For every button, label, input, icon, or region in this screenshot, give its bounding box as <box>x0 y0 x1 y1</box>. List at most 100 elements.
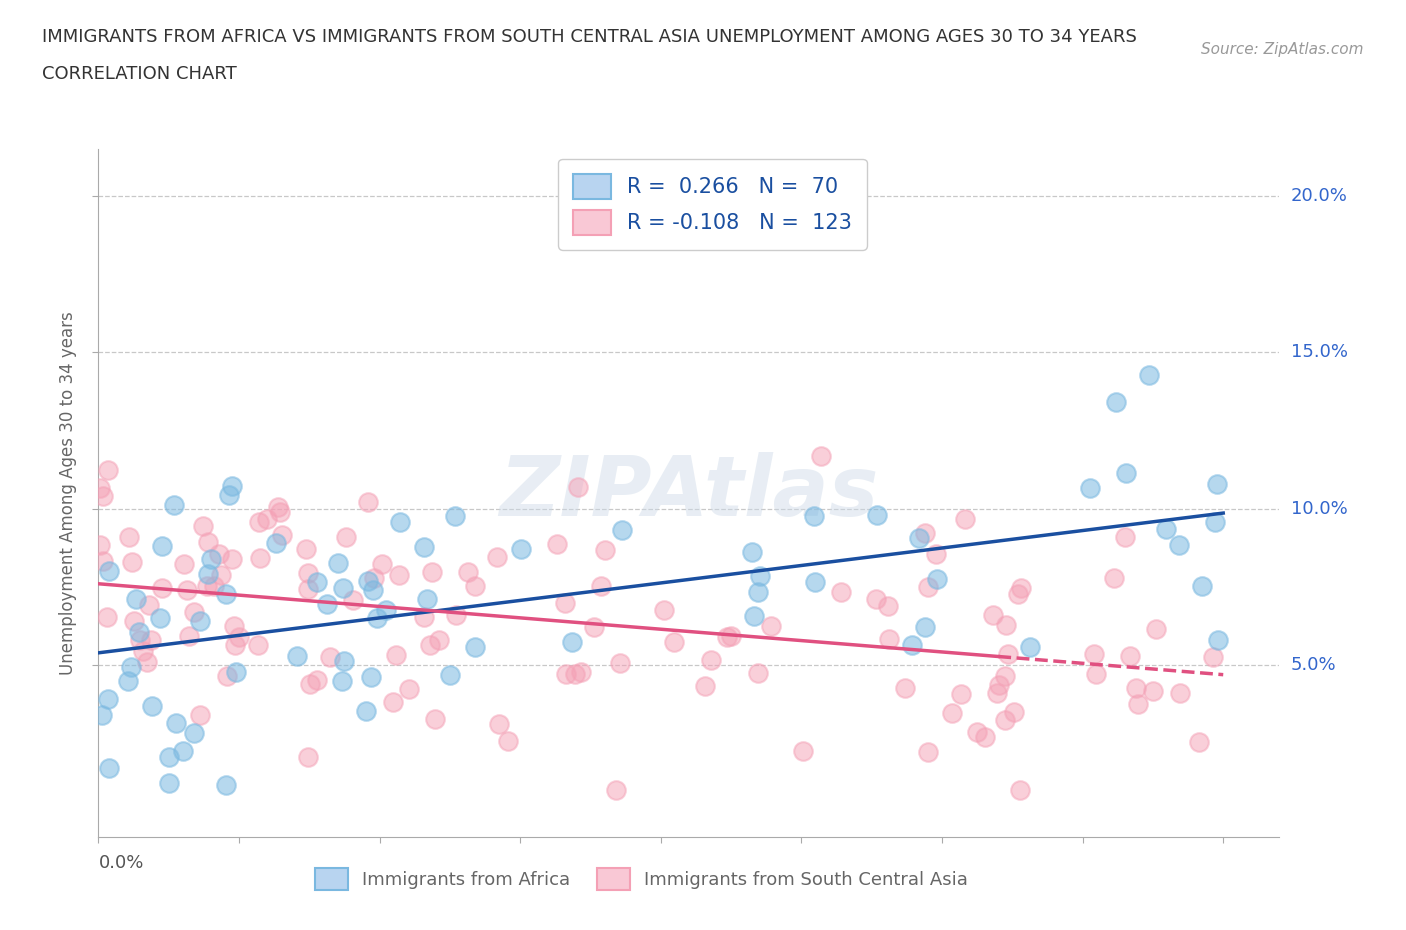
Point <box>439 668 461 683</box>
Point <box>1142 684 1164 699</box>
Point <box>865 591 887 606</box>
Point <box>877 631 900 646</box>
Point <box>366 611 388 626</box>
Point <box>93 553 115 568</box>
Point <box>917 579 939 594</box>
Point <box>412 610 434 625</box>
Point <box>986 685 1008 700</box>
Point <box>974 730 997 745</box>
Point <box>269 505 291 520</box>
Point <box>877 599 900 614</box>
Point <box>141 698 163 713</box>
Point <box>464 579 486 594</box>
Point <box>332 581 354 596</box>
Point <box>132 644 155 658</box>
Point <box>97 691 120 706</box>
Point <box>567 479 589 494</box>
Point <box>792 743 814 758</box>
Point <box>1083 646 1105 661</box>
Text: 10.0%: 10.0% <box>1291 499 1347 517</box>
Point <box>486 550 509 565</box>
Point <box>305 575 328 590</box>
Point <box>412 539 434 554</box>
Point <box>700 652 723 667</box>
Point <box>749 569 772 584</box>
Point <box>319 650 342 665</box>
Point <box>804 575 827 590</box>
Point <box>444 509 467 524</box>
Point <box>225 664 247 679</box>
Point <box>546 537 568 551</box>
Point <box>89 538 111 552</box>
Point <box>328 555 350 570</box>
Point <box>128 624 150 639</box>
Y-axis label: Unemployment Among Ages 30 to 34 years: Unemployment Among Ages 30 to 34 years <box>59 311 77 675</box>
Point <box>1010 783 1032 798</box>
Point <box>183 725 205 740</box>
Point <box>224 618 246 633</box>
Point <box>420 565 443 579</box>
Point <box>197 535 219 550</box>
Point <box>742 609 765 624</box>
Point <box>510 541 533 556</box>
Point <box>914 525 936 540</box>
Point <box>583 619 606 634</box>
Point <box>741 544 763 559</box>
Point <box>444 607 467 622</box>
Point <box>1137 367 1160 382</box>
Point <box>398 682 420 697</box>
Point <box>1078 480 1101 495</box>
Point <box>305 672 328 687</box>
Point <box>610 522 633 537</box>
Point <box>375 603 398 618</box>
Point <box>295 541 318 556</box>
Point <box>925 571 948 586</box>
Point <box>208 546 231 561</box>
Point <box>224 637 246 652</box>
Point <box>561 634 583 649</box>
Point <box>129 632 152 647</box>
Point <box>693 679 716 694</box>
Point <box>894 681 917 696</box>
Point <box>163 498 186 512</box>
Point <box>249 515 271 530</box>
Point <box>117 673 139 688</box>
Text: 0.0%: 0.0% <box>98 854 143 872</box>
Point <box>247 638 270 653</box>
Text: 15.0%: 15.0% <box>1291 343 1347 361</box>
Point <box>138 598 160 613</box>
Text: Source: ZipAtlas.com: Source: ZipAtlas.com <box>1201 42 1364 57</box>
Point <box>593 543 616 558</box>
Point <box>1114 529 1136 544</box>
Point <box>173 556 195 571</box>
Point <box>416 591 439 606</box>
Point <box>267 499 290 514</box>
Point <box>981 608 1004 623</box>
Point <box>256 512 278 526</box>
Point <box>172 743 194 758</box>
Point <box>96 610 118 625</box>
Point <box>1115 466 1137 481</box>
Point <box>924 546 946 561</box>
Point <box>389 514 412 529</box>
Point <box>157 776 180 790</box>
Point <box>1019 639 1042 654</box>
Point <box>188 613 211 628</box>
Point <box>803 509 825 524</box>
Point <box>150 539 173 554</box>
Point <box>150 581 173 596</box>
Point <box>564 666 586 681</box>
Point <box>139 632 162 647</box>
Point <box>1002 705 1025 720</box>
Point <box>363 571 385 586</box>
Point <box>157 750 180 764</box>
Point <box>908 530 931 545</box>
Point <box>183 604 205 619</box>
Point <box>125 591 148 606</box>
Point <box>761 618 783 633</box>
Legend: Immigrants from Africa, Immigrants from South Central Asia: Immigrants from Africa, Immigrants from … <box>308 860 976 897</box>
Point <box>966 724 988 739</box>
Point <box>388 567 411 582</box>
Point <box>91 488 114 503</box>
Point <box>221 551 243 566</box>
